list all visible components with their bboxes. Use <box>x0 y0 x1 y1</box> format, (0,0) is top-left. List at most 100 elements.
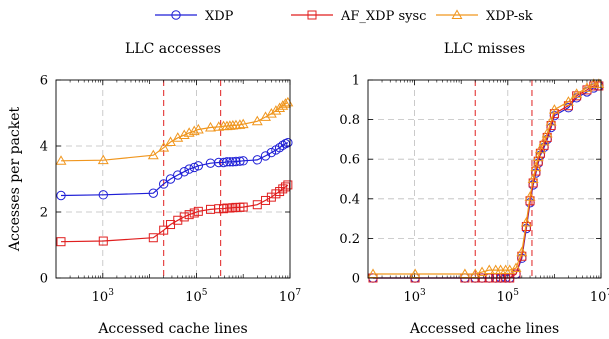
chart-title: LLC accesses <box>125 41 221 57</box>
y-tick-label: 0.4 <box>339 192 360 207</box>
data-point-af_xdp <box>98 236 108 246</box>
data-point-af_xdp <box>148 233 158 243</box>
data-point-xdp_sk <box>55 155 67 165</box>
x-tick-label-base: 10 <box>590 290 607 305</box>
data-point-xdp_sk <box>178 129 190 140</box>
x-tick-label: 105 <box>185 288 208 305</box>
y-tick-label: 1 <box>352 74 360 89</box>
data-point-xdp_sk <box>541 127 553 138</box>
x-tick-label-exponent: 5 <box>202 288 208 298</box>
data-point-xdp <box>266 147 277 158</box>
legend-label-af_xdp: AF_XDP sysc <box>340 9 426 24</box>
x-tick-label-exponent: 3 <box>420 288 426 298</box>
data-point-af_xdp <box>280 182 290 192</box>
data-point-af_xdp <box>266 192 276 202</box>
legend-marker-xdp <box>171 10 181 20</box>
data-point-xdp <box>218 157 229 168</box>
x-axis-label: Accessed cache lines <box>409 321 559 337</box>
data-point-xdp_sk <box>265 108 277 118</box>
data-point-xdp <box>235 156 245 166</box>
data-point-xdp_sk <box>277 100 289 110</box>
y-tick-label: 0.6 <box>339 153 360 168</box>
data-point-xdp <box>193 161 204 171</box>
data-point-xdp <box>225 157 235 167</box>
data-point-xdp <box>283 138 293 148</box>
data-point-af_xdp <box>173 215 183 225</box>
x-tick-label-base: 10 <box>279 290 296 305</box>
data-point-af_xdp <box>56 237 66 247</box>
data-point-xdp_sk <box>409 268 421 278</box>
data-point-xdp_sk <box>530 161 542 172</box>
x-tick-label: 105 <box>497 288 520 305</box>
x-tick-label-base: 10 <box>185 290 202 305</box>
chart-title: LLC misses <box>444 41 525 57</box>
data-point-xdp_sk <box>520 216 532 227</box>
x-tick-label-base: 10 <box>403 290 420 305</box>
data-point-xdp_sk <box>260 111 271 121</box>
data-point-xdp_sk <box>510 262 522 273</box>
data-point-af_xdp <box>261 195 271 205</box>
data-point-xdp <box>148 188 159 198</box>
data-point-xdp_sk <box>147 149 159 160</box>
data-point-xdp <box>158 179 169 189</box>
plot-frame <box>367 79 602 279</box>
data-point-xdp <box>252 155 262 165</box>
x-tick-label: 103 <box>92 288 115 305</box>
data-point-xdp_sk <box>459 268 471 278</box>
data-point-xdp_sk <box>476 266 488 277</box>
data-point-xdp <box>260 151 271 161</box>
data-point-xdp <box>278 140 288 151</box>
x-tick-label-exponent: 7 <box>295 288 301 298</box>
data-point-xdp_sk <box>532 151 544 162</box>
legend-marker-xdp_sk <box>451 9 463 19</box>
data-point-xdp_sk <box>280 98 291 108</box>
data-point-af_xdp <box>283 180 293 190</box>
plot-frame <box>55 79 291 279</box>
data-point-xdp <box>222 157 232 167</box>
data-point-xdp_sk <box>516 246 528 257</box>
data-point-xdp_sk <box>545 115 557 126</box>
y-tick-label: 2 <box>40 206 48 221</box>
data-point-xdp <box>165 174 176 184</box>
data-point-af_xdp <box>275 187 285 197</box>
data-point-af_xdp <box>219 204 229 214</box>
series-line-xdp_sk <box>60 101 289 162</box>
panel-llc-misses: LLC misses10310510700.20.40.60.81Accesse… <box>339 41 609 337</box>
y-tick-label: 0 <box>40 272 48 287</box>
data-point-xdp <box>56 190 66 201</box>
data-point-xdp_sk <box>527 173 539 183</box>
legend-marker-af_xdp <box>307 10 317 20</box>
data-point-xdp_sk <box>237 118 249 129</box>
series-line-xdp <box>60 142 289 197</box>
data-point-xdp <box>228 157 238 167</box>
y-tick-label: 6 <box>40 74 48 89</box>
legend: XDP AF_XDP sysc XDP-sk <box>155 9 533 24</box>
data-point-xdp_sk <box>188 125 200 136</box>
data-point-xdp_sk <box>483 264 495 275</box>
x-tick-label-exponent: 3 <box>108 288 114 298</box>
data-point-xdp <box>231 156 241 167</box>
x-tick-label: 103 <box>403 288 426 305</box>
x-tick-label-exponent: 7 <box>606 288 609 298</box>
legend-label-xdp_sk: XDP-sk <box>486 9 533 24</box>
x-axis-label: Accessed cache lines <box>97 321 247 337</box>
series-line-af_xdp <box>373 85 599 279</box>
x-tick-label: 107 <box>590 288 609 305</box>
x-tick-label-base: 10 <box>497 290 514 305</box>
y-tick-label: 4 <box>40 140 48 155</box>
x-tick-label-exponent: 5 <box>513 288 519 298</box>
data-point-xdp <box>98 190 108 200</box>
y-tick-label: 0.8 <box>339 113 360 128</box>
data-point-af_xdp <box>159 225 169 235</box>
data-point-xdp_sk <box>270 105 282 115</box>
data-point-xdp_sk <box>97 154 109 165</box>
x-tick-label-base: 10 <box>92 290 109 305</box>
data-point-xdp <box>184 164 194 174</box>
data-point-xdp_sk <box>571 88 583 98</box>
y-tick-label: 0 <box>352 272 360 287</box>
data-point-xdp_sk <box>192 123 204 134</box>
data-point-xdp_sk <box>234 119 246 129</box>
legend-label-xdp: XDP <box>205 9 234 24</box>
